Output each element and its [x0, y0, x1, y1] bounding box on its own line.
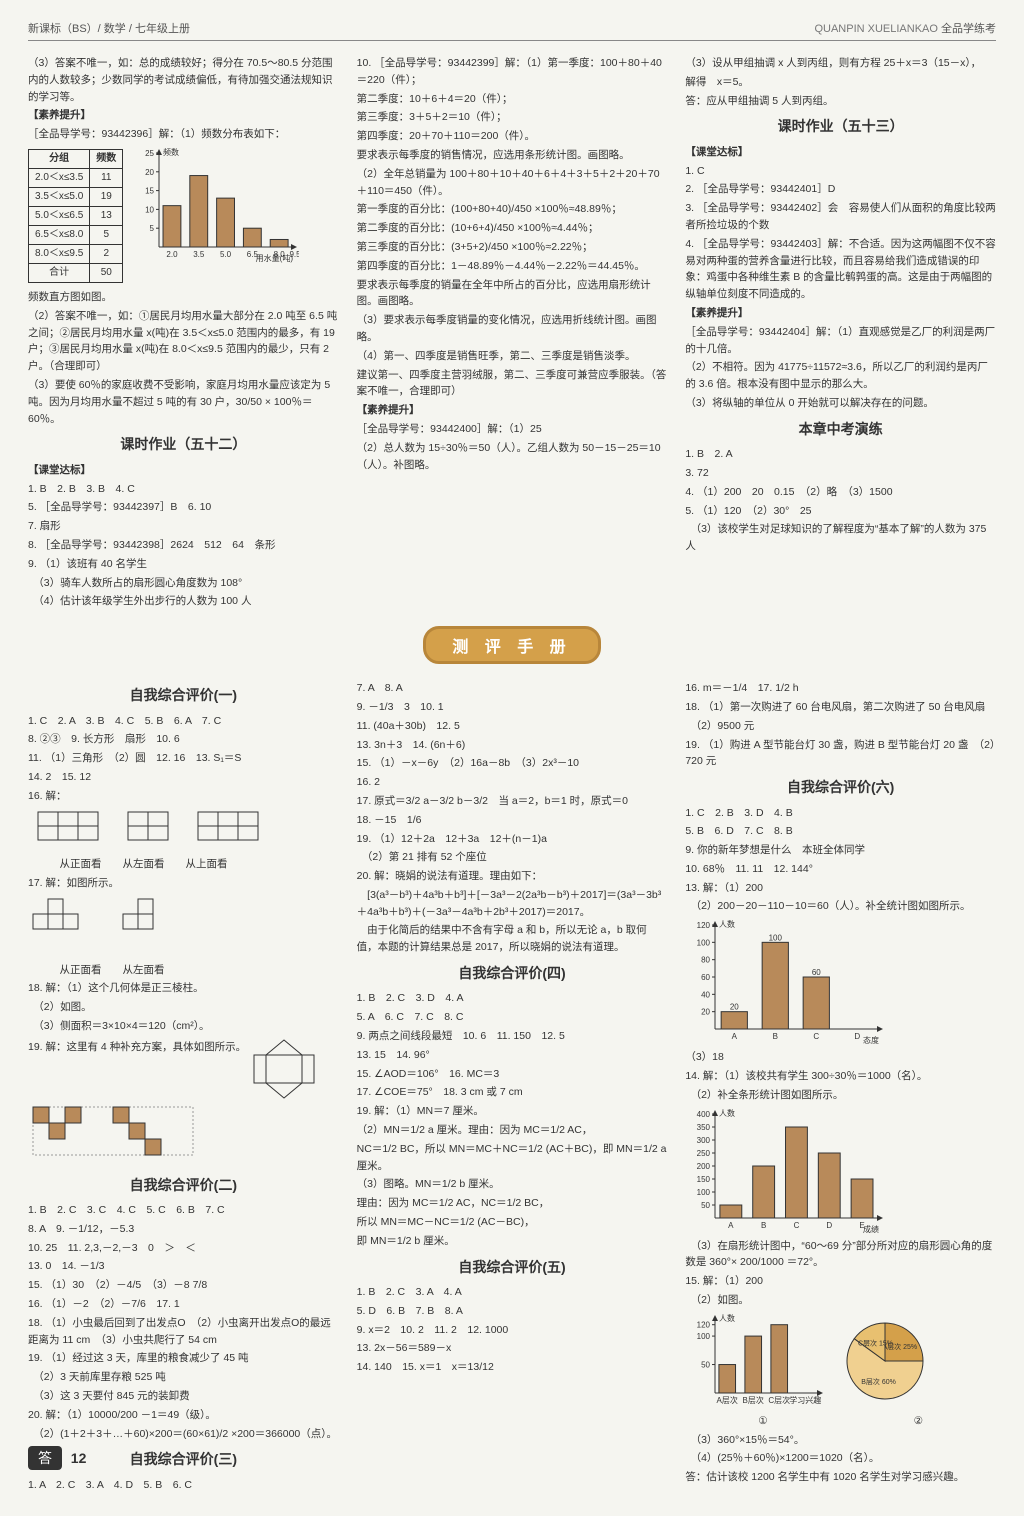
column-3: （3）设从甲组抽调 x 人到丙组，则有方程 25＋x＝3（15－x）， 解得 x… — [685, 53, 996, 612]
svg-text:用水量(吨): 用水量(吨) — [256, 253, 294, 263]
svg-text:100: 100 — [769, 934, 783, 943]
svg-text:350: 350 — [697, 1123, 711, 1132]
views-diagram-17 — [28, 894, 228, 954]
views-diagram-16 — [28, 807, 288, 849]
svg-text:人数: 人数 — [719, 1313, 735, 1323]
svg-text:50: 50 — [701, 1201, 710, 1210]
frequency-table: 分组频数 2.0＜x≤3.511 3.5＜x≤5.019 5.0＜x≤6.513… — [28, 149, 123, 283]
svg-text:C: C — [794, 1221, 800, 1230]
column-2: 10. ［全品导学号：93442399］解：（1）第一季度：100＋80＋40＝… — [357, 53, 668, 612]
histogram-attitude: 20 40 60 80 100 120 20 A 100 B 60 C D 人数态度 — [685, 917, 885, 1047]
svg-text:20: 20 — [730, 1003, 739, 1012]
svg-text:10: 10 — [145, 205, 154, 214]
lower-column-3: 16. m＝－1/4 17. 1/2 h 18. （1）第一次购进了 60 台电… — [685, 678, 996, 1495]
svg-text:100: 100 — [697, 1332, 711, 1341]
svg-text:成绩: 成绩 — [863, 1224, 879, 1234]
svg-text:C层次: C层次 — [769, 1395, 791, 1405]
svg-text:学习兴趣: 学习兴趣 — [790, 1395, 822, 1405]
svg-text:B: B — [773, 1032, 778, 1041]
histogram-levels: 50 100 120 A层次 B层次 C层次学习兴趣 人数 — [685, 1311, 825, 1411]
svg-text:15: 15 — [145, 187, 154, 196]
svg-text:200: 200 — [697, 1162, 711, 1171]
lower-column-1: 自我综合评价(一) 1. C 2. A 3. B 4. C 5. B 6. A … — [28, 678, 339, 1495]
svg-text:C: C — [814, 1032, 820, 1041]
svg-text:C层次 15%: C层次 15% — [858, 1338, 893, 1347]
svg-text:100: 100 — [697, 1188, 711, 1197]
svg-text:B层次: B层次 — [743, 1395, 764, 1405]
svg-text:人数: 人数 — [719, 919, 735, 929]
prism-net — [252, 1037, 317, 1102]
svg-text:5.0: 5.0 — [220, 250, 232, 259]
svg-text:120: 120 — [697, 1321, 711, 1330]
svg-text:A: A — [732, 1032, 738, 1041]
grid-fill-19 — [28, 1102, 208, 1162]
svg-text:250: 250 — [697, 1149, 711, 1158]
svg-text:D: D — [827, 1221, 833, 1230]
svg-text:100: 100 — [697, 939, 711, 948]
svg-text:2.0: 2.0 — [167, 250, 179, 259]
svg-text:3.5: 3.5 — [193, 250, 205, 259]
svg-text:60: 60 — [701, 973, 710, 982]
sec53-title: 课时作业（五十三） — [685, 115, 996, 137]
svg-text:60: 60 — [812, 968, 821, 977]
svg-text:50: 50 — [701, 1360, 710, 1369]
svg-text:300: 300 — [697, 1136, 711, 1145]
svg-text:B层次 60%: B层次 60% — [862, 1377, 897, 1386]
svg-text:B: B — [761, 1221, 766, 1230]
zhongkao-title: 本章中考演练 — [685, 418, 996, 440]
svg-text:A层次: A层次 — [717, 1395, 738, 1405]
svg-text:20: 20 — [145, 168, 154, 177]
banner: 测 评 手 册 — [28, 626, 996, 664]
sec52-title: 课时作业（五十二） — [28, 433, 339, 455]
svg-text:5: 5 — [150, 224, 155, 233]
footer: 答 12 — [28, 1446, 86, 1470]
header-right: QUANPIN XUELIANKAO 全品学练考 — [814, 20, 996, 36]
lower-column-2: 7. A 8. A 9. －1/3 3 10. 1 11. (40a＋30b) … — [357, 678, 668, 1495]
svg-text:人数: 人数 — [719, 1108, 735, 1118]
pie-levels: A层次 25%B层次 60%C层次 15% — [835, 1311, 935, 1411]
column-1: （3）答案不唯一，如：总的成绩较好；得分在 70.5～80.5 分范围内的人数较… — [28, 53, 339, 612]
svg-text:D: D — [855, 1032, 861, 1041]
histogram-1: 5101520252.03.55.06.58.09.5频数用水量(吨) — [129, 145, 299, 265]
svg-text:A: A — [729, 1221, 735, 1230]
svg-text:40: 40 — [701, 991, 710, 1000]
histogram-scores: 50100150200250300350400ABCDE人数成绩 — [685, 1106, 885, 1236]
svg-text:400: 400 — [697, 1110, 711, 1119]
svg-text:20: 20 — [701, 1008, 710, 1017]
svg-text:频数: 频数 — [163, 147, 179, 157]
header-left: 新课标（BS）/ 数学 / 七年级上册 — [28, 20, 190, 36]
svg-text:态度: 态度 — [863, 1035, 879, 1045]
svg-text:150: 150 — [697, 1175, 711, 1184]
svg-text:80: 80 — [701, 956, 710, 965]
svg-text:25: 25 — [145, 149, 154, 158]
svg-text:120: 120 — [697, 921, 711, 930]
